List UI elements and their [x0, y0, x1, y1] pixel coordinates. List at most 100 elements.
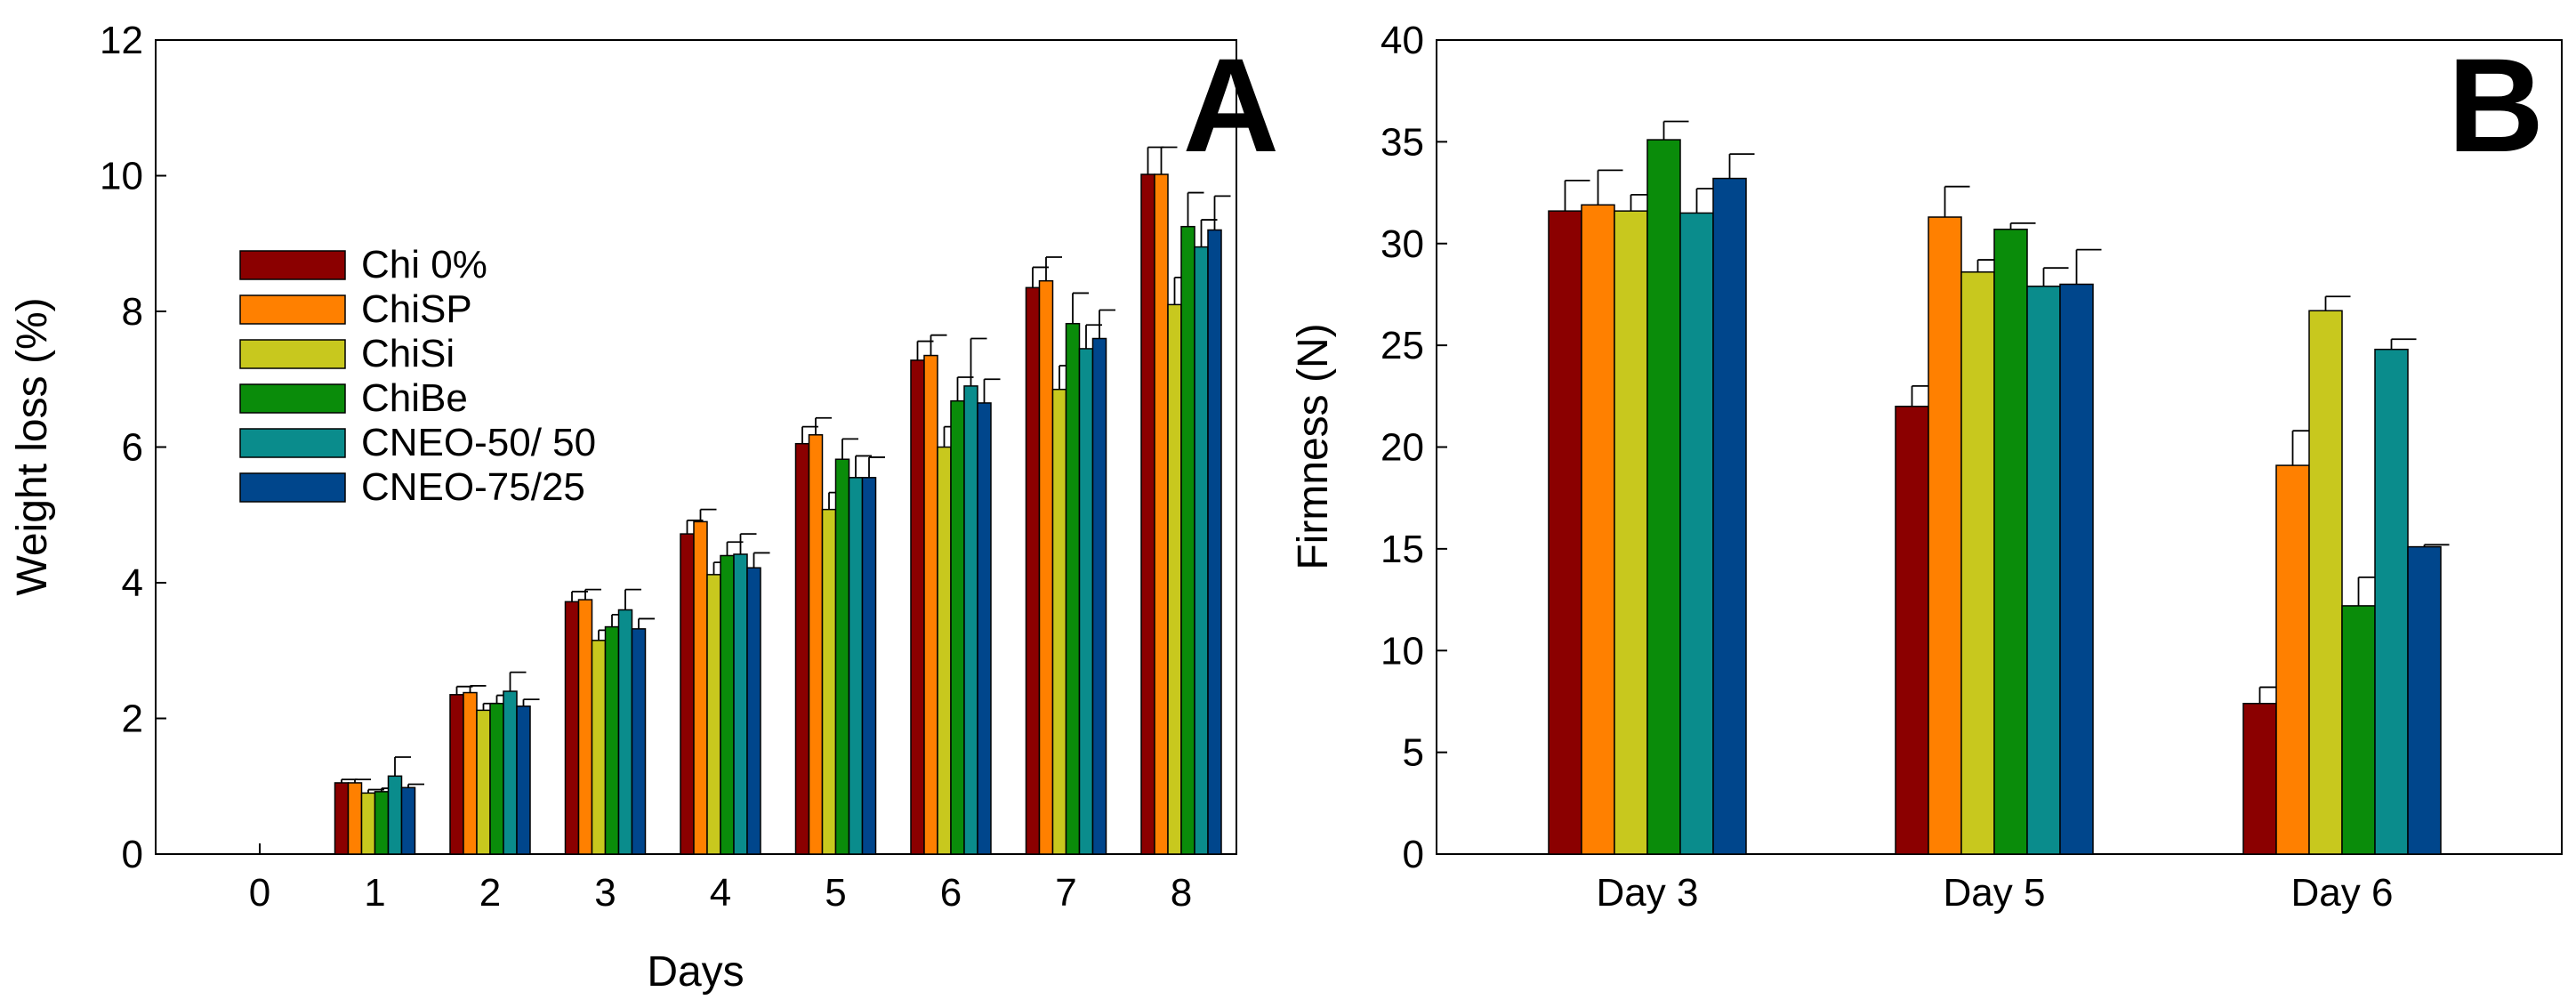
panel-a-bar: [577, 599, 593, 855]
panel-b-y-tick-label: 0: [1403, 833, 1424, 876]
panel-a-bar: [1194, 246, 1209, 855]
panel-a-bar: [1078, 348, 1094, 855]
panel-a-bar: [489, 702, 504, 855]
panel-a-bar: [746, 567, 761, 855]
panel-a-bar: [861, 477, 877, 855]
panel-b-y-tick-label: 10: [1381, 629, 1424, 673]
panel-a-x-tick-label: 7: [1055, 871, 1076, 915]
panel-b-bar: [2308, 310, 2343, 855]
panel-b-y-axis: 0 5 10 15 20 25 30 35 40: [1381, 19, 1447, 876]
panel-b-y-axis-title: Firmness (N): [1290, 323, 1337, 569]
panel-b-bar: [2026, 286, 2061, 855]
panel-b-label: B: [2448, 30, 2544, 180]
legend-swatch: [239, 383, 346, 414]
legend-label: Chi 0%: [361, 243, 487, 286]
panel-a-bar: [449, 694, 464, 855]
panel-a-bar: [1038, 279, 1054, 855]
panel-a-x-axis-title: Days: [647, 948, 744, 996]
panel-b-bar: [2341, 605, 2376, 855]
panel-b-y-tick-label: 5: [1403, 731, 1424, 775]
panel-b-y-tick-label: 30: [1381, 222, 1424, 266]
panel-b-bar: [2374, 348, 2409, 855]
panel-b-bar: [1993, 228, 2028, 855]
panel-a-x-tick-label: 5: [825, 871, 846, 915]
panel-a-bar: [1051, 388, 1067, 855]
panel-b-bar: [1548, 210, 1582, 855]
panel-a-y-tick-label: 6: [122, 426, 143, 470]
panel-a-bar: [794, 442, 810, 855]
panel-b-x-tick-label: Day 6: [2291, 871, 2394, 915]
panel-b-bar: [2242, 702, 2277, 855]
panel-a-x-tick-label: 1: [364, 871, 385, 915]
panel-a-bar: [821, 508, 837, 855]
panel-a-x-axis: 0 1 2 3 4 5 6 7 8: [249, 843, 1192, 915]
panel-b-bar: [1581, 204, 1615, 855]
panel-a-x-tick-label: 0: [249, 871, 270, 915]
panel-a-bar: [631, 628, 647, 855]
panel-b-bar: [1928, 216, 1962, 855]
panel-a-bar: [1025, 286, 1041, 855]
panel-a-y-tick-label: 12: [100, 19, 143, 62]
panel-a-bar: [1065, 322, 1081, 855]
panel-b-y-tick-label: 15: [1381, 528, 1424, 571]
panel-a-bar: [347, 782, 363, 855]
panel-a-bar: [937, 446, 952, 855]
panel-a-bar: [910, 359, 925, 855]
panel-a-bar: [334, 782, 350, 855]
panel-a-bar: [1180, 225, 1195, 855]
panel-a-label: A: [1183, 30, 1279, 180]
legend-swatch: [239, 428, 346, 458]
panel-b-bar: [1614, 210, 1648, 855]
panel-a-bar: [374, 791, 390, 855]
panel-a-bar: [516, 706, 531, 855]
legend-label: CNEO-75/25: [361, 465, 585, 509]
legend-label: ChiSP: [361, 287, 472, 331]
panel-a-bar: [733, 553, 748, 855]
legend-swatch: [239, 294, 346, 325]
panel-a-bar: [503, 690, 518, 855]
legend-label: CNEO-50/ 50: [361, 421, 596, 464]
panel-b-bar: [1960, 271, 1995, 855]
panel-b-bar: [2059, 283, 2094, 855]
panel-a-y-tick-label: 8: [122, 290, 143, 334]
panel-b-x-axis: Day 3 Day 5 Day 6: [1597, 843, 2394, 915]
panel-a-y-tick-label: 0: [122, 833, 143, 876]
panel-a-bar: [1207, 229, 1222, 855]
legend-label: ChiBe: [361, 376, 468, 420]
panel-a-y-tick-label: 2: [122, 698, 143, 741]
panel-a-bar: [1140, 173, 1155, 855]
panel-a-bar: [923, 354, 938, 855]
panel-a-x-tick-label: 4: [710, 871, 731, 915]
panel-a-bar: [564, 601, 580, 855]
panel-a-bar: [360, 792, 376, 855]
legend-swatch: [239, 472, 346, 503]
panel-a-y-axis-title: Weight loss (%): [9, 297, 56, 595]
panel-b-bar: [2407, 545, 2442, 855]
panel-b-bar: [1679, 212, 1714, 855]
panel-b-y-tick-label: 35: [1381, 120, 1424, 164]
panel-a-bar: [476, 709, 491, 855]
panel-a-bar: [963, 385, 978, 855]
panel-a-bar: [977, 402, 992, 855]
panel-a-x-tick-label: 6: [940, 871, 962, 915]
panel-b-bars: [1548, 120, 2450, 855]
panel-a-bar: [834, 458, 850, 855]
panel-a-x-tick-label: 2: [479, 871, 501, 915]
panel-a-bar: [387, 775, 403, 855]
legend-swatch: [239, 250, 346, 280]
legend-swatch: [239, 339, 346, 369]
panel-b-bar: [1712, 177, 1747, 855]
panel-b-y-tick-label: 25: [1381, 324, 1424, 367]
panel-a-bar: [720, 554, 735, 855]
panel-b-bar: [2275, 464, 2310, 855]
legend-label: ChiSi: [361, 332, 455, 375]
panel-a-y-tick-label: 4: [122, 561, 143, 605]
panel-a-bar: [680, 533, 695, 855]
panel-b-y-tick-label: 20: [1381, 426, 1424, 470]
panel-a-bar: [400, 786, 416, 855]
panel-a-bar: [463, 691, 478, 855]
